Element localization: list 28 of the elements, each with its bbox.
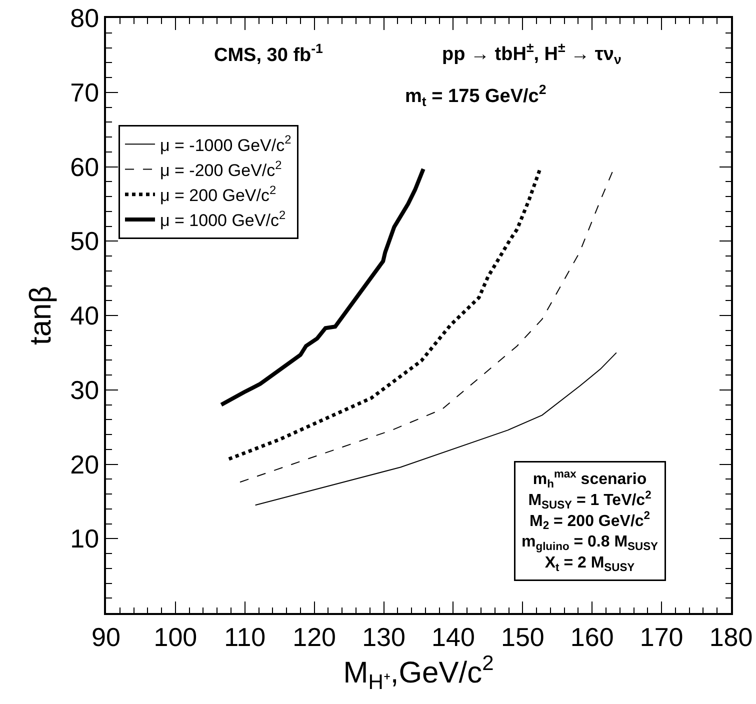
y-tick-label: 10	[70, 524, 100, 554]
x-axis-title: M$_{H⁺}$,GeV/c$^{2}$	[343, 652, 494, 694]
text: m$_{h}$$^{max}$ scenario M$_{SUSY}$ = 1 TeV/c$^{2}$ M$_{2}$ = 200 GeV/c$^{2}$ m$_{gluino}$ = 0.8 M$_{SUSY}$ X$_{t}$ = 2 M$_{SUSY}$	[522, 468, 658, 574]
x-tick-label: 110	[224, 622, 266, 652]
x-tick-label: 120	[292, 622, 336, 652]
y-tick-label: 30	[70, 374, 100, 405]
y-tick-label: 60	[70, 152, 100, 182]
x-tick-label: 180	[709, 622, 753, 652]
y-tick-label: 40	[70, 300, 100, 331]
legend-label: μ = -200 GeV/c$^{2}$	[160, 158, 282, 180]
legend-label: μ = 200 GeV/c$^{2}$	[160, 182, 276, 205]
y-tick-label: 50	[70, 226, 100, 256]
y-tick-label: 80	[70, 3, 100, 34]
annotation: m$_{t}$ = 175 GeV/c$^{2}$	[405, 82, 546, 109]
x-tick-label: 140	[432, 622, 475, 652]
y-tick-label: 20	[70, 449, 100, 480]
y-axis-title: tanβ	[24, 286, 58, 345]
y-tick-label: 70	[70, 77, 100, 108]
x-tick-label: 170	[640, 622, 684, 652]
x-tick-label: 160	[570, 622, 614, 652]
legend-label: μ = -1000 GeV/c$^{2}$	[160, 132, 292, 155]
x-tick-label: 130	[362, 622, 406, 652]
x-tick-label: 90	[92, 622, 120, 652]
x-tick-label: 100	[154, 622, 198, 652]
annotation: pp → tbH$^{±}$, H$^{±}$ → τν$_{ν}$	[442, 40, 622, 67]
x-tick-label: 150	[500, 622, 544, 652]
annotation: CMS, 30 fb$^{-1}$	[214, 41, 324, 66]
legend-label: μ = 1000 GeV/c$^{2}$	[160, 208, 286, 230]
